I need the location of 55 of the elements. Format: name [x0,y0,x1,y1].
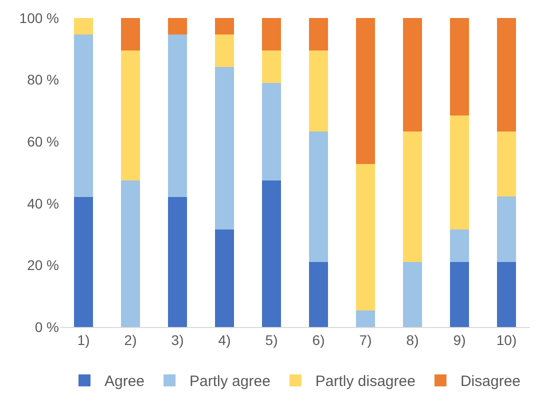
bar [497,196,516,262]
bar [121,180,140,327]
bar [450,229,469,262]
bar [356,164,375,311]
bar [309,262,328,327]
y-tick-label: 100 % [19,10,59,26]
bar [403,132,422,262]
bar [403,262,422,327]
bar [215,34,234,67]
bar [497,131,516,197]
bar [262,180,281,327]
bar [450,262,469,327]
bar [497,18,516,132]
y-tick-label: 80 % [27,72,59,88]
bar [356,18,375,164]
x-tick-label: 3) [171,332,184,348]
x-tick-label: 9) [453,332,466,348]
bar [215,229,234,327]
legend-label: Agree [104,373,145,390]
bar [168,18,187,34]
bar [497,262,516,327]
x-tick-label: 6) [312,332,325,348]
bar [356,310,375,327]
bar [403,18,422,132]
bar [309,50,328,132]
bar [121,50,140,181]
bar [168,34,187,197]
bar [309,18,328,50]
bar [262,50,281,83]
x-tick-label: 2) [124,332,137,348]
legend-label: Partly agree [190,373,270,390]
x-tick-label: 1) [77,332,90,348]
bar [215,66,234,230]
bar [74,34,93,197]
bar [262,18,281,50]
bar [309,132,328,262]
legend-label: Disagree [460,373,520,390]
bar [215,18,234,34]
bar [121,18,140,50]
y-tick-label: 40 % [27,195,59,212]
y-tick-label: 60 % [27,134,59,150]
y-tick-label: 0 % [34,318,59,335]
bar [262,82,281,181]
bar [74,18,93,34]
x-tick-label: 7) [359,332,372,348]
bar [168,196,187,327]
x-tick-label: 10) [496,332,517,348]
bar [74,196,93,327]
legend-label: Partly disagree [315,373,416,390]
bar [450,116,469,230]
x-tick-label: 8) [406,332,419,348]
x-tick-label: 5) [265,332,278,348]
y-tick-label: 20 % [27,257,59,274]
x-tick-label: 4) [218,332,231,348]
bar [450,18,469,116]
